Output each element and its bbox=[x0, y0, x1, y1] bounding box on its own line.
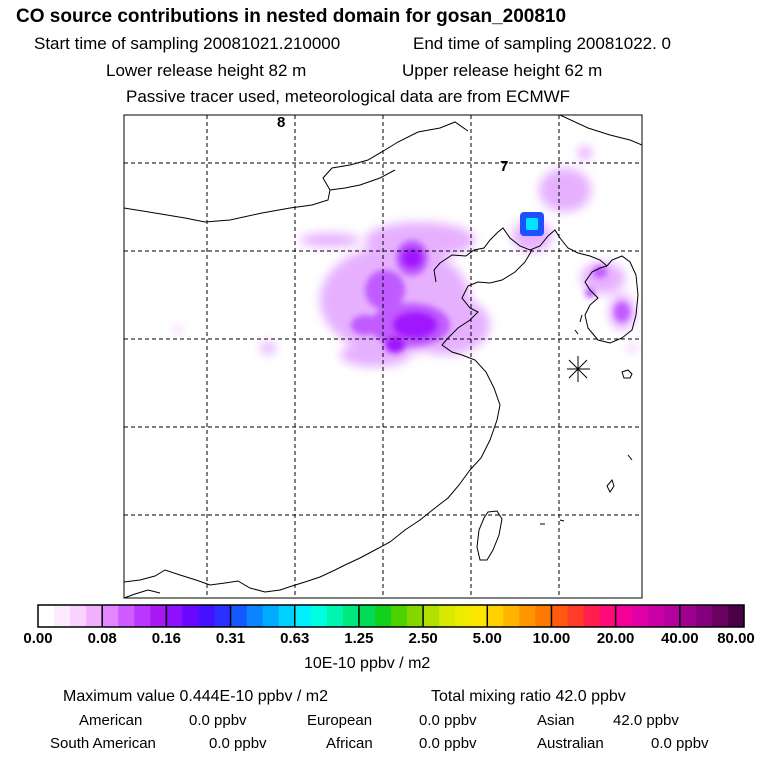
colorbar-cell bbox=[278, 605, 296, 627]
colorbar-cell bbox=[38, 605, 55, 627]
colorbar-tick-label: 40.00 bbox=[661, 630, 699, 647]
colorbar-cell bbox=[439, 605, 456, 627]
colorbar-tick-marks bbox=[101, 605, 681, 627]
lat-lon-grid bbox=[124, 115, 642, 598]
region-name: Australian bbox=[537, 735, 604, 752]
colorbar-tick-label: 80.00 bbox=[717, 630, 755, 647]
colorbar-cell bbox=[150, 605, 167, 627]
colorbar-cell bbox=[455, 605, 472, 627]
colorbar-cell bbox=[310, 605, 328, 627]
colorbar-cell bbox=[679, 605, 697, 627]
colorbar-cell bbox=[391, 605, 408, 627]
colorbar-cell bbox=[503, 605, 520, 627]
colorbar-tick-label: 20.00 bbox=[596, 630, 635, 647]
region-value: 0.0 ppbv bbox=[419, 735, 477, 752]
upper-release-height-label: Upper release height 62 m bbox=[402, 61, 603, 80]
plume-mid bbox=[351, 240, 630, 347]
region-name: African bbox=[326, 735, 373, 752]
colorbar-cell bbox=[102, 605, 119, 627]
plume-peak bbox=[526, 218, 538, 230]
colorbar-cell bbox=[407, 605, 424, 627]
colorbar-cell bbox=[583, 605, 601, 627]
colorbar-cell bbox=[342, 605, 360, 627]
colorbar-cell bbox=[166, 605, 184, 627]
colorbar-cell bbox=[230, 605, 248, 627]
tracer-plume bbox=[174, 146, 636, 367]
colorbar-cell bbox=[727, 605, 745, 627]
colorbar-cell bbox=[70, 605, 87, 627]
colorbar-cell bbox=[118, 605, 135, 627]
colorbar-tick-label: 5.00 bbox=[472, 630, 502, 647]
colorbar-tick-label: 0.08 bbox=[87, 630, 117, 647]
colorbar-unit: 10E-10 ppbv / m2 bbox=[304, 655, 431, 672]
max-value-text: Maximum value 0.444E-10 ppbv / m2 bbox=[63, 688, 329, 705]
colorbar-cell bbox=[711, 605, 729, 627]
colorbar-cell bbox=[182, 605, 200, 627]
colorbar-cell bbox=[519, 605, 537, 627]
colorbar-cell bbox=[358, 605, 376, 627]
colorbar-tick-label: 0.63 bbox=[280, 630, 310, 647]
colorbar-cell bbox=[599, 605, 617, 627]
tracer-info-label: Passive tracer used, meteorological data… bbox=[126, 87, 571, 106]
region-name: American bbox=[79, 712, 143, 729]
colorbar-tick-label: 0.16 bbox=[151, 630, 181, 647]
colorbar-cell bbox=[198, 605, 216, 627]
colorbar-cell bbox=[262, 605, 280, 627]
receptor-marker bbox=[567, 356, 590, 382]
map-frame bbox=[123, 114, 643, 599]
colorbar-cell bbox=[535, 605, 553, 627]
colorbar-cell bbox=[246, 605, 264, 627]
map-label-7: 7 bbox=[500, 158, 509, 175]
colorbar-cell bbox=[471, 605, 488, 627]
region-name: South American bbox=[50, 735, 156, 752]
region-value: 0.0 ppbv bbox=[189, 712, 247, 729]
end-time-label: End time of sampling 20081022. 0 bbox=[413, 34, 672, 53]
colorbar-cell bbox=[294, 605, 312, 627]
lower-release-height-label: Lower release height 82 m bbox=[106, 61, 307, 80]
total-mixing-ratio-text: Total mixing ratio 42.0 ppbv bbox=[431, 688, 626, 705]
region-value: 0.0 ppbv bbox=[651, 735, 709, 752]
colorbar-cell bbox=[615, 605, 633, 627]
colorbar-cell bbox=[374, 605, 392, 627]
colorbar-tick-label: 0.00 bbox=[23, 630, 53, 647]
colorbar-cell bbox=[663, 605, 681, 627]
colorbar-cell bbox=[54, 605, 71, 627]
colorbar-cell bbox=[567, 605, 585, 627]
colorbar-tick-label: 1.25 bbox=[344, 630, 374, 647]
colorbar-cell bbox=[695, 605, 713, 627]
colorbar-cells bbox=[38, 605, 745, 627]
colorbar-frame bbox=[37, 604, 745, 628]
colorbar-cell bbox=[134, 605, 151, 627]
plot-title: CO source contributions in nested domain… bbox=[16, 6, 567, 27]
colorbar-cell bbox=[631, 605, 649, 627]
colorbar-tick-label: 2.50 bbox=[408, 630, 438, 647]
start-time-label: Start time of sampling 20081021.210000 bbox=[34, 34, 341, 53]
colorbar-cell bbox=[487, 605, 504, 627]
map-label-8: 8 bbox=[277, 114, 286, 131]
colorbar-cell bbox=[647, 605, 665, 627]
region-value: 0.0 ppbv bbox=[419, 712, 477, 729]
region-value: 0.0 ppbv bbox=[209, 735, 267, 752]
region-name: Asian bbox=[537, 712, 575, 729]
colorbar-tick-label: 10.00 bbox=[532, 630, 571, 647]
region-value: 42.0 ppbv bbox=[613, 712, 679, 729]
colorbar-cell bbox=[214, 605, 232, 627]
colorbar-cell bbox=[326, 605, 344, 627]
colorbar-cell bbox=[86, 605, 103, 627]
colorbar-cell bbox=[551, 605, 569, 627]
colorbar-tick-label: 0.31 bbox=[215, 630, 246, 647]
plume-strong bbox=[385, 248, 437, 353]
colorbar-cell bbox=[423, 605, 440, 627]
region-name: European bbox=[307, 712, 373, 729]
